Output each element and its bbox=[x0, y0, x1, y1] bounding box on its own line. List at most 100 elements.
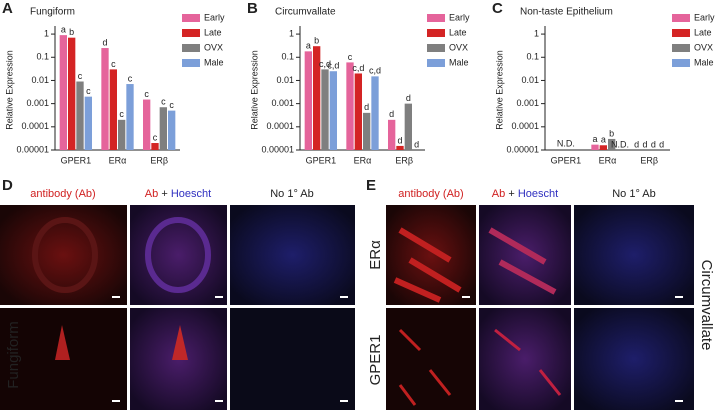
x-tick-label: GPER1 bbox=[61, 155, 92, 165]
panel-label: C bbox=[492, 0, 503, 17]
x-tick-label: ERα bbox=[109, 155, 127, 165]
category-note: N.D. bbox=[557, 138, 575, 148]
legend-label: Late bbox=[694, 27, 712, 37]
significance-letter: c,d bbox=[369, 66, 381, 76]
y-tick-label: 0.1 bbox=[526, 52, 539, 62]
legend-swatch bbox=[182, 29, 200, 37]
legend-label: Male bbox=[694, 57, 714, 67]
legend-swatch bbox=[672, 44, 690, 52]
tissue bbox=[55, 325, 70, 360]
panel-d-images bbox=[0, 205, 355, 410]
legend-label: Early bbox=[694, 12, 715, 22]
significance-letter: c bbox=[348, 52, 353, 62]
panel-label: A bbox=[2, 0, 13, 17]
significance-letter: c bbox=[86, 86, 91, 96]
y-tick-label: 0.01 bbox=[276, 75, 294, 85]
x-tick-label: ERβ bbox=[640, 155, 658, 165]
header-part: + bbox=[161, 188, 167, 200]
bar bbox=[599, 145, 607, 150]
chart-title: Non-taste Epithelium bbox=[520, 7, 613, 18]
bar bbox=[126, 84, 134, 150]
legend-label: Male bbox=[449, 57, 469, 67]
column-header: antibody (Ab) bbox=[30, 188, 95, 200]
significance-letter: b bbox=[314, 36, 319, 46]
significance-letter: c bbox=[169, 100, 174, 110]
bar bbox=[68, 37, 76, 151]
row-label: GPER1 bbox=[367, 335, 384, 386]
legend-label: Early bbox=[449, 12, 470, 22]
legend-swatch bbox=[182, 14, 200, 22]
scale-bar bbox=[215, 400, 223, 402]
header-part: Ab bbox=[145, 188, 158, 200]
significance-letter: d bbox=[659, 139, 664, 149]
significance-letter: b bbox=[69, 27, 74, 37]
legend-swatch bbox=[182, 44, 200, 52]
legend-swatch bbox=[427, 44, 445, 52]
significance-letter: d bbox=[102, 37, 107, 47]
significance-letter: a bbox=[61, 25, 66, 35]
scale-bar bbox=[112, 400, 120, 402]
column-header: Ab + Hoescht bbox=[492, 188, 558, 200]
legend-swatch bbox=[182, 59, 200, 67]
y-tick-label: 0.1 bbox=[281, 52, 294, 62]
significance-letter: b bbox=[609, 128, 614, 138]
significance-letter: d bbox=[642, 139, 647, 149]
significance-letter: d bbox=[651, 139, 656, 149]
tissue bbox=[172, 325, 188, 360]
significance-letter: c bbox=[111, 59, 116, 69]
bar bbox=[101, 48, 109, 150]
x-tick-label: ERβ bbox=[150, 155, 168, 165]
bar bbox=[354, 73, 362, 150]
micrograph bbox=[574, 205, 694, 305]
tissue bbox=[398, 328, 452, 406]
significance-letter: d bbox=[414, 139, 419, 149]
y-tick-label: 0.00001 bbox=[261, 144, 294, 154]
x-tick-label: ERα bbox=[354, 155, 372, 165]
panel-label: B bbox=[247, 0, 258, 17]
column-header: No 1° Ab bbox=[270, 188, 314, 200]
chart-title: Fungiform bbox=[30, 7, 75, 18]
bar bbox=[84, 96, 92, 150]
legend-swatch bbox=[672, 29, 690, 37]
legend-label: OVX bbox=[694, 42, 713, 52]
bar bbox=[404, 103, 412, 150]
scale-bar bbox=[675, 296, 683, 298]
significance-letter: d bbox=[364, 102, 369, 112]
y-tick-label: 0.00001 bbox=[16, 144, 49, 154]
y-axis-label: Relative Expression bbox=[249, 50, 259, 130]
legend-swatch bbox=[672, 59, 690, 67]
y-tick-label: 1 bbox=[534, 28, 539, 38]
legend-label: Male bbox=[204, 57, 224, 67]
header-part: + bbox=[508, 188, 514, 200]
y-tick-label: 0.001 bbox=[516, 98, 539, 108]
micrograph bbox=[479, 308, 571, 410]
significance-letter: c bbox=[119, 109, 124, 119]
y-tick-label: 0.01 bbox=[521, 75, 539, 85]
bar bbox=[159, 107, 167, 150]
legend-label: OVX bbox=[204, 42, 223, 52]
micrograph bbox=[386, 308, 476, 410]
legend-label: Late bbox=[204, 27, 222, 37]
x-tick-label: GPER1 bbox=[551, 155, 582, 165]
scale-bar bbox=[340, 296, 348, 298]
y-tick-label: 0.0001 bbox=[21, 121, 49, 131]
tissue bbox=[488, 227, 557, 295]
bar bbox=[151, 143, 159, 150]
panel-e-images bbox=[386, 205, 694, 410]
bar bbox=[591, 144, 599, 150]
bar bbox=[363, 112, 371, 150]
y-tick-label: 0.00001 bbox=[506, 144, 539, 154]
y-tick-label: 0.001 bbox=[271, 98, 294, 108]
significance-letter: d bbox=[397, 135, 402, 145]
legend-swatch bbox=[427, 29, 445, 37]
micrograph bbox=[574, 308, 694, 410]
header-part: Hoescht bbox=[171, 188, 211, 200]
significance-letter: a bbox=[592, 134, 597, 144]
legend-label: Late bbox=[449, 27, 467, 37]
bar bbox=[608, 138, 616, 150]
y-tick-label: 0.1 bbox=[36, 52, 49, 62]
tissue bbox=[145, 217, 211, 293]
bar bbox=[168, 110, 176, 150]
y-axis-label: Relative Expression bbox=[4, 50, 14, 130]
micrograph bbox=[230, 308, 355, 410]
